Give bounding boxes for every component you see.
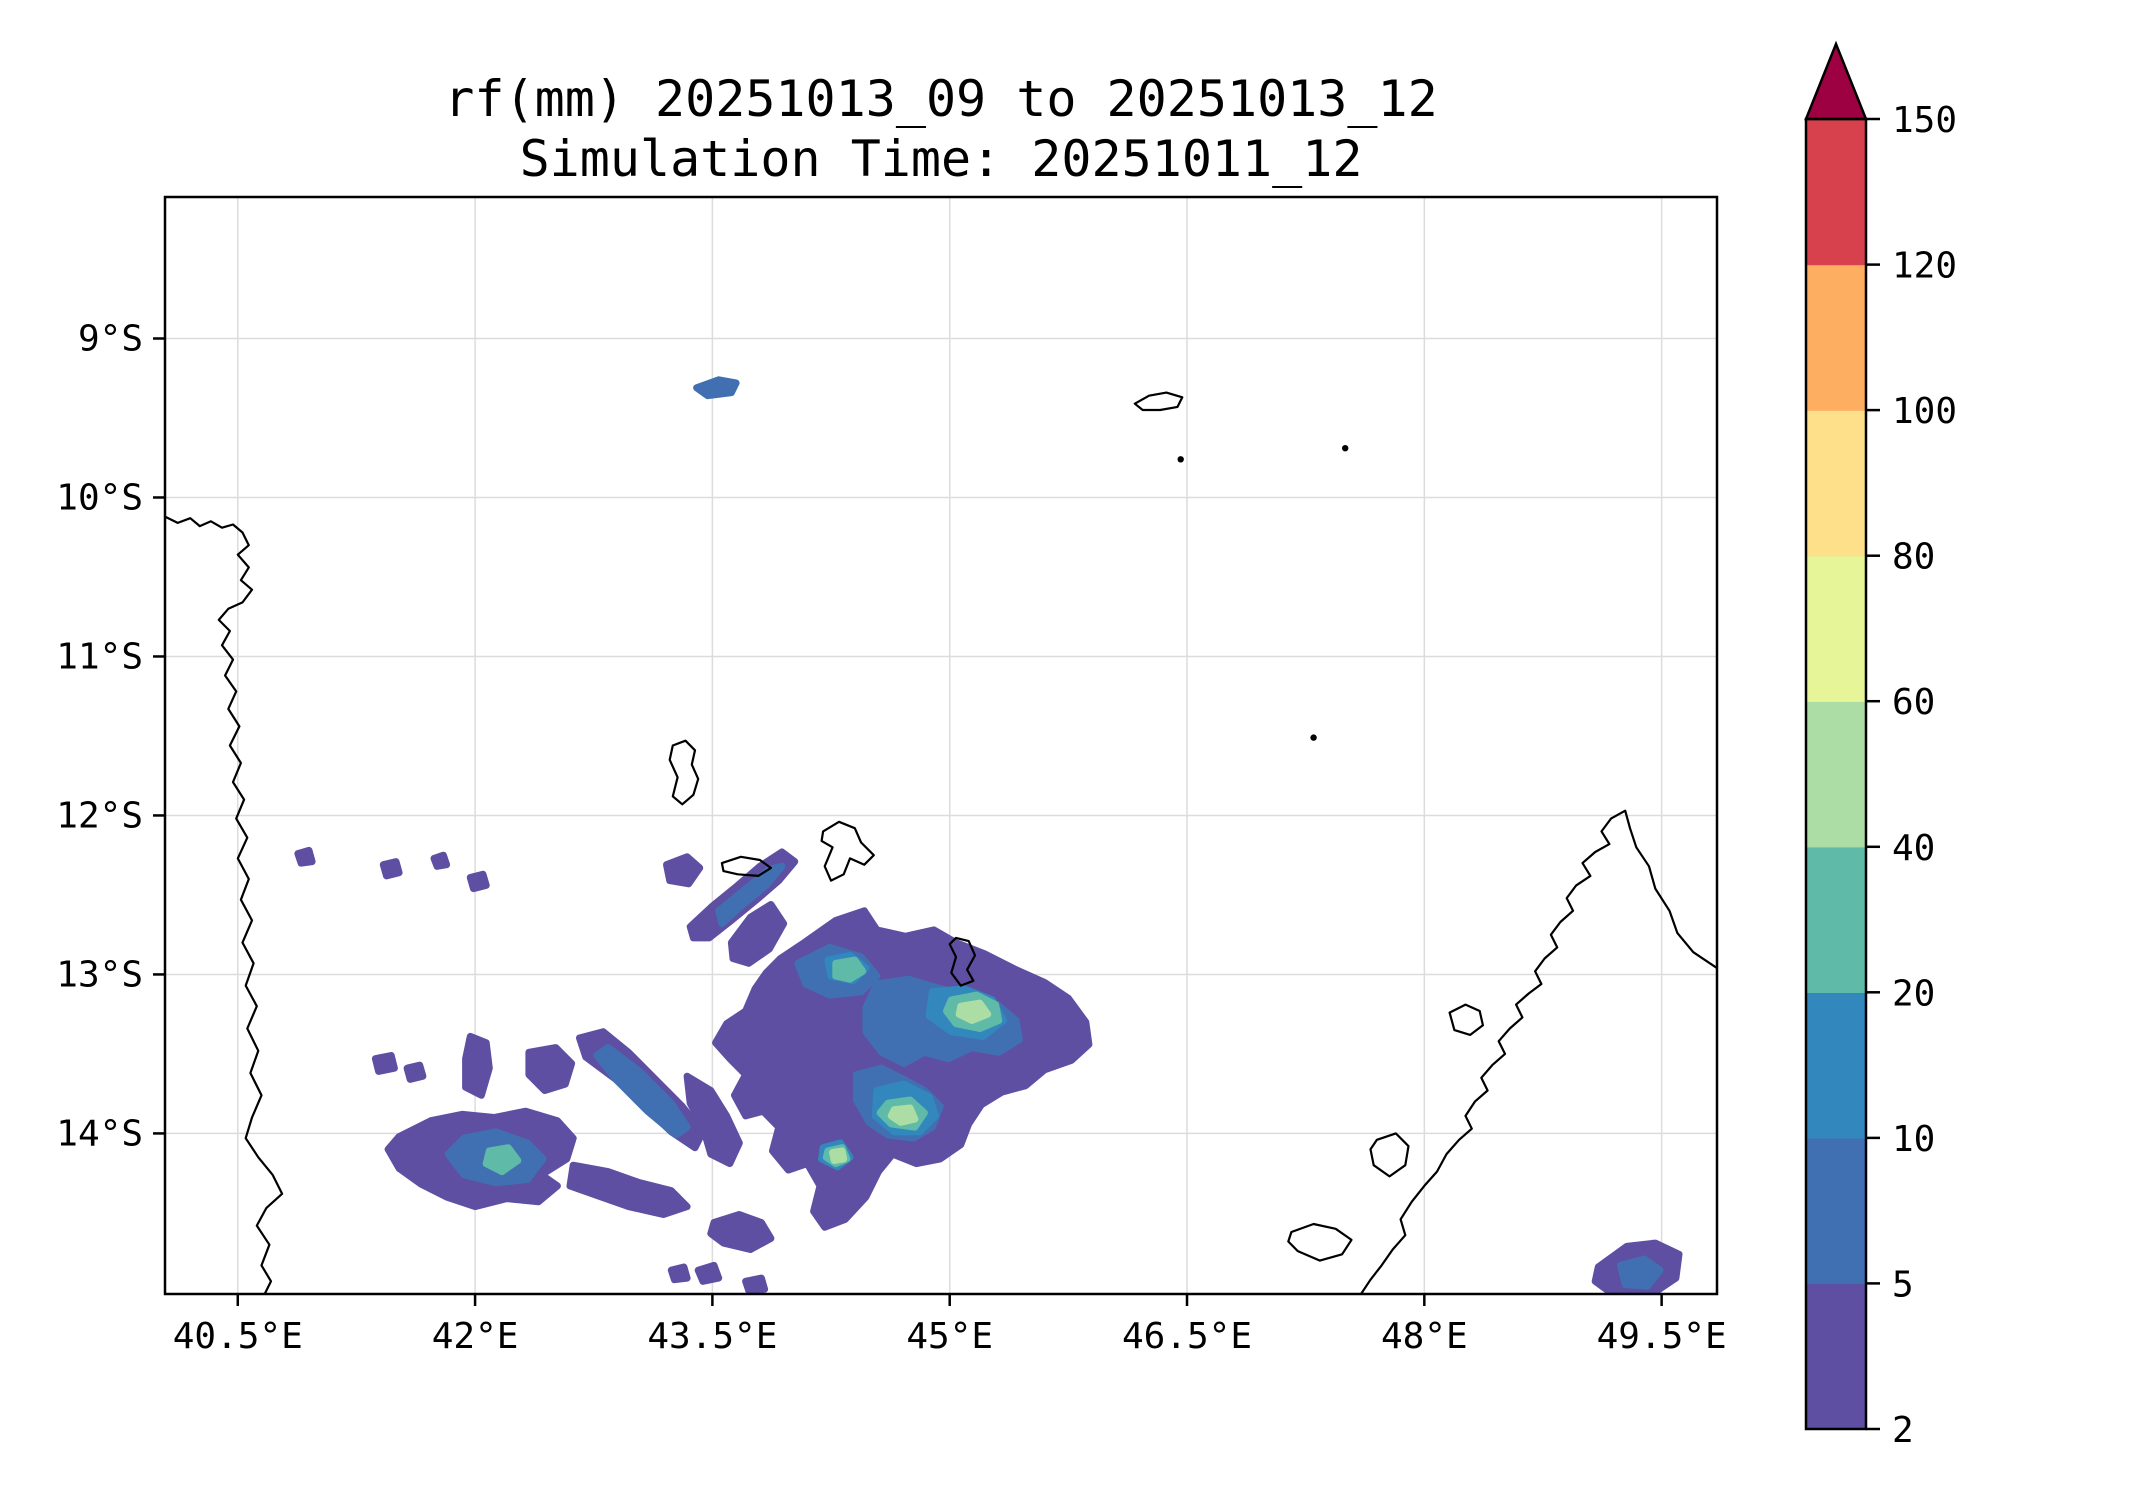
- rain-patch-teal-1: [832, 956, 867, 983]
- colorbar-tick-label: 2: [1892, 1410, 1914, 1451]
- coastline-anjouan: [820, 820, 875, 882]
- colorbar-frame: [1804, 117, 1868, 1431]
- plot-subtitle: Simulation Time: 20251011_12: [519, 130, 1363, 188]
- colorbar-segment: [1806, 846, 1866, 993]
- y-tick-label: 11°S: [56, 636, 143, 677]
- coastline-west-coast-bay: [1369, 1132, 1410, 1178]
- rain-patch-green-3: [829, 1147, 848, 1164]
- colorbar-segment: [1806, 701, 1866, 848]
- rain-patch-teal-west: [482, 1144, 522, 1176]
- rainfall-contours: [294, 376, 1683, 1294]
- rain-patch-vert-streak: [462, 1032, 493, 1099]
- colorbar-tick-label: 20: [1892, 973, 1935, 1014]
- rain-patch-diagonal-core: [593, 1044, 691, 1139]
- colorbar-over-arrow: [1804, 40, 1868, 121]
- rain-patch-main-blob: [712, 907, 1093, 1231]
- rain-patch-speck-f: [430, 851, 451, 870]
- y-tick-label: 13°S: [56, 954, 143, 995]
- colorbar-tick-label: 120: [1892, 246, 1957, 287]
- coastlines: [165, 391, 1717, 1294]
- rain-patch-south-speck-c: [742, 1274, 769, 1294]
- x-tick-label: 40.5°E: [173, 1316, 303, 1357]
- x-tick-label: 45°E: [906, 1316, 993, 1357]
- rain-patch-speck-d: [466, 870, 490, 893]
- rain-patch-nw-streak-core: [715, 862, 786, 928]
- rain-patch-speck-e: [294, 846, 316, 867]
- colorbar-tick-label: 40: [1892, 828, 1935, 869]
- coastline-africa-mainland: [165, 515, 284, 1294]
- rain-patch-speck-a: [371, 1052, 398, 1075]
- coastline-grande-comore: [668, 739, 700, 806]
- rain-patch-se-core: [1617, 1255, 1664, 1290]
- y-tick-label: 14°S: [56, 1113, 143, 1154]
- rain-patch-south-speck-a: [707, 1211, 775, 1253]
- x-tick-label: 42°E: [432, 1316, 519, 1357]
- y-tick-label: 10°S: [56, 477, 143, 518]
- colorbar-segment: [1806, 555, 1866, 702]
- island-dot: [1310, 734, 1317, 741]
- island-dot: [1342, 445, 1349, 452]
- rain-patch-south-speck-b: [694, 1261, 723, 1285]
- rain-patch-speck-c: [379, 858, 403, 880]
- colorbar-segment: [1806, 264, 1866, 411]
- colorbar-tick-label: 80: [1892, 537, 1935, 578]
- colorbar-segment: [1806, 992, 1866, 1139]
- rain-patch-speck-b: [403, 1061, 427, 1083]
- x-tick-label: 49.5°E: [1597, 1316, 1727, 1357]
- coastline-aldabra: [1133, 391, 1184, 412]
- rain-patch-north-streak: [693, 376, 740, 400]
- coastline-madagascar: [1360, 809, 1717, 1294]
- colorbar-segment: [1806, 119, 1866, 266]
- colorbar-segment: [1806, 1137, 1866, 1285]
- colorbar-tick-label: 150: [1892, 100, 1957, 141]
- plot-title: rf(mm) 20251013_09 to 20251013_12: [444, 70, 1438, 128]
- island-dot: [1177, 456, 1184, 463]
- rain-patch-west-arm: [566, 1161, 691, 1218]
- rain-patch-curl: [683, 1072, 743, 1168]
- rain-patch-mid-blob: [525, 1044, 576, 1094]
- colorbar: 2 5 10 20 40 60 80 100 120 150: [1804, 40, 1957, 1451]
- rain-patch-small-nw: [663, 853, 704, 888]
- map-frame: [163, 195, 1719, 1296]
- y-tick-label: 9°S: [78, 318, 143, 359]
- x-tick-label: 46.5°E: [1122, 1316, 1252, 1357]
- colorbar-segment: [1806, 1283, 1866, 1430]
- colorbar-tick-label: 5: [1892, 1264, 1914, 1305]
- rain-patch-south-speck-d: [667, 1263, 691, 1284]
- coastline-mayotte: [948, 936, 977, 987]
- axes: 40.5°E 42°E 43.5°E 45°E 46.5°E 48°E 49.5°E 9°S 1…: [56, 318, 1726, 1357]
- coastline-nosy-be: [1448, 1003, 1484, 1036]
- rain-patch-green-2: [887, 1104, 919, 1126]
- rain-patch-neck: [727, 901, 788, 967]
- colorbar-tick-label: 60: [1892, 682, 1935, 723]
- rain-patch-green-1: [955, 999, 992, 1024]
- x-tick-label: 43.5°E: [647, 1316, 777, 1357]
- colorbar-tick-label: 100: [1892, 391, 1957, 432]
- coastline-radama-islands: [1287, 1222, 1353, 1262]
- y-tick-label: 12°S: [56, 795, 143, 836]
- colorbar-tick-label: 10: [1892, 1119, 1935, 1160]
- coastline-moheli: [720, 855, 772, 877]
- colorbar-segment: [1806, 410, 1866, 557]
- x-tick-label: 48°E: [1381, 1316, 1468, 1357]
